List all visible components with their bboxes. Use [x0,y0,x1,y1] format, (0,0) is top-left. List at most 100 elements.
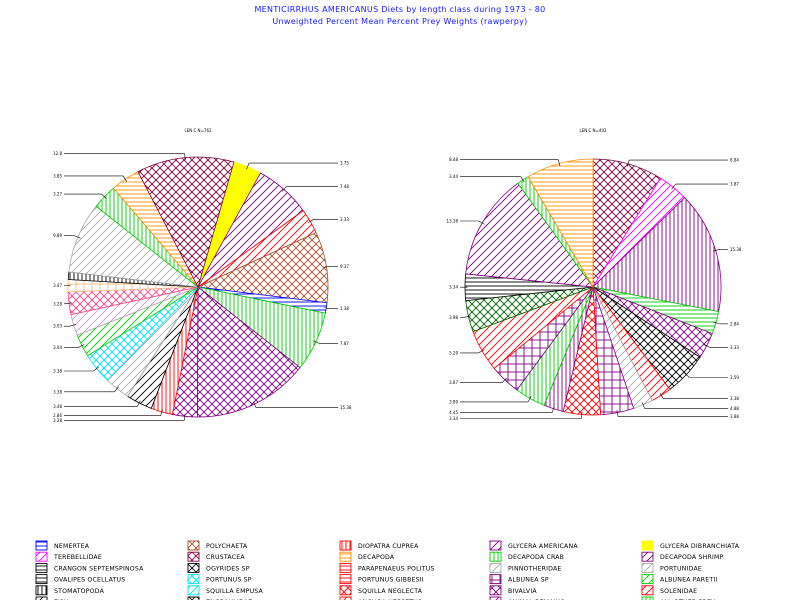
legend-label: CRANGON SEPTEMSPINOSA [54,565,144,572]
legend-swatch [641,562,654,573]
legend-label: DECAPODA SHRIMP [660,554,724,561]
legend-swatch [187,562,200,573]
legend-label: TEREBELLIDAE [53,554,102,561]
legend-swatch [35,585,48,596]
slice-label: 3.38 [730,396,739,401]
legend-item: ALBUNEA SP [489,574,549,585]
legend-label: OVALIPES OCELLATUS [54,577,125,584]
legend-item: NEMERTEA [35,540,90,551]
legend-swatch [339,562,352,573]
legend-item: SOLENIDAE [641,585,697,596]
legend-label: ALBUNEA PARETII [660,577,717,584]
legend-item: CRANGON SEPTEMSPINOSA [35,562,144,573]
legend-item: PARAPENAEUS POLITUS [339,562,435,573]
legend-item: CRUSTACEA [187,551,245,562]
slice-label: 7.87 [340,341,349,346]
legend-swatch [35,551,48,562]
legend-swatch [641,540,654,551]
legend-swatch [35,574,48,585]
slice-label: 3.27 [53,192,62,197]
slice-label: 3.38 [53,389,62,394]
chart-title: MENTICIRRHUS AMERICANUS Diets by length … [254,5,546,14]
pie-chart-2: LEN C N=402 8.84 3.87 15.38 2.84 3.33 3.59 3.38… [447,128,742,421]
slice-label: 15.38 [340,405,352,410]
slice-label: 3.75 [340,161,349,166]
slice-label: 3.28 [53,418,62,423]
slice-label: 9.37 [340,264,349,269]
legend-label: POLYCHAETA [206,543,248,550]
legend-swatch [339,551,352,562]
legend-label: PINNOTHERIDAE [508,565,562,572]
legend-item: PORTUNIDAE [641,562,702,573]
pie-title: LEN C N=402 [579,128,607,133]
legend-swatch [339,585,352,596]
slice-label: 3.98 [449,315,458,320]
legend-item: DECAPODA SHRIMP [641,551,724,562]
legend-label: PORTUNIDAE [660,565,702,572]
slice-label: 4.45 [449,410,458,415]
legend-label: NEMERTEA [54,543,90,550]
legend-label: STOMATOPODA [54,588,105,595]
legend-swatch [35,562,48,573]
legend-swatch [641,551,654,562]
legend-label: ALBUNEA SP [508,577,549,584]
slice-label: 2.86 [53,413,62,418]
slice-label: 3.87 [449,380,458,385]
pie-chart-1: LEN C N=762 3.75 7.48 3.33 9.37 1.38 7.87 15.38… [53,128,352,423]
slice-label: 3.34 [449,285,458,290]
slice-label: 5.29 [449,350,458,355]
slice-label: 7.48 [340,184,349,189]
slice-label: 3.03 [53,324,62,329]
legend-item: PORTUNUS GIBBESII [339,574,424,585]
slice-label: 3.04 [53,345,62,350]
slice-label: 3.33 [730,345,739,350]
slice-label: 8.48 [449,157,458,162]
slice-label: 8.84 [730,158,739,163]
legend-swatch [35,596,48,600]
slice-label: 3.28 [53,301,62,306]
legend-swatch [489,596,502,600]
slice-label: 3.88 [730,414,739,419]
slice-label: 4.88 [730,406,739,411]
legend-swatch [187,585,200,596]
legend-swatch [187,596,200,600]
legend-item: GLYCERA DIBRANCHIATA [641,540,740,551]
legend-item: ALBUNEA PARETII [641,574,717,585]
legend-label: PORTUNUS GIBBESII [358,577,424,584]
slice-label: 3.38 [53,368,62,373]
legend-label: SQUILLA NEGLECTA [358,588,423,595]
legend-swatch [187,574,200,585]
legend-swatch [35,540,48,551]
slice-label: 3.89 [449,399,458,404]
legend-item: OVALIPES OCELLATUS [35,574,125,585]
legend-swatch [339,596,352,600]
legend-swatch [339,574,352,585]
legend-label: SQUILLA EMPUSA [206,588,264,595]
slice-label: 1.38 [340,306,349,311]
legend-swatch [187,551,200,562]
legend-item: BIVALVIA [489,585,537,596]
slice-label: 9.89 [53,233,62,238]
legend-item: DECAPODA [339,551,395,562]
legend-label: BIVALVIA [508,588,537,595]
slice-label: 12.8 [53,151,62,156]
legend-item: PORTUNUS SP [187,574,252,585]
slice-label: 3.87 [730,182,739,187]
slice-label: 3.47 [53,283,62,288]
legend-item: STOMATOPODA [35,585,105,596]
legend-label: OGYRIDES SP [206,565,250,572]
legend-swatch [641,585,654,596]
slice-label: 3.44 [449,174,458,179]
slice-label: 2.84 [730,321,739,326]
legend-label: PARAPENAEUS POLITUS [358,565,435,572]
legend-label: DECAPODA CRAB [508,554,564,561]
legend-swatch [489,574,502,585]
legend-item: DECAPODA CRAB [489,551,564,562]
legend-item: OGYRIDES SP [187,562,250,573]
legend-swatch [489,562,502,573]
legend: NEMERTEA TEREBELLIDAE CRANGON SEPTEMSPINOS… [35,540,740,600]
slice-label: 3.48 [53,404,62,409]
legend-label: DECAPODA [358,554,395,561]
legend-swatch [641,596,654,600]
